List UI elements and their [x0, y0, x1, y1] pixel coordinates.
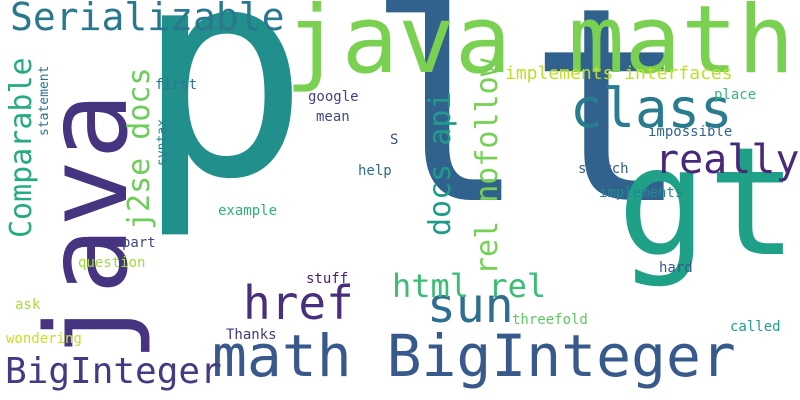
word-cloud-item: search	[578, 161, 629, 177]
word-cloud-item: hard	[659, 260, 693, 276]
word-cloud-item: class	[570, 77, 733, 140]
word-cloud-item: mean	[316, 109, 350, 125]
word-cloud-item: rel nofollow	[470, 58, 505, 275]
word-cloud-item: p	[135, 0, 310, 243]
word-cloud-item: implements	[599, 185, 684, 201]
word-cloud-item: j2se docs	[122, 67, 157, 230]
word-cloud-item: lt	[365, 0, 691, 264]
word-cloud-item: syntax	[155, 119, 170, 166]
word-cloud-item: Thanks	[226, 327, 277, 343]
word-cloud-item: google	[308, 89, 359, 105]
word-cloud-item: Comparable	[4, 57, 39, 238]
word-cloud-item: BigInteger	[5, 351, 222, 392]
word-cloud-item: docs api	[423, 91, 458, 237]
word-cloud-item: first	[155, 77, 198, 93]
word-cloud-item: S	[390, 132, 399, 148]
word-cloud-item: sun	[427, 278, 514, 334]
word-cloud-item: implements interfaces	[505, 63, 733, 84]
word-cloud-item: example	[218, 203, 278, 219]
word-cloud-item: wondering	[6, 331, 82, 347]
word-cloud-item: called	[730, 319, 781, 335]
word-cloud-item: html rel	[392, 267, 547, 305]
word-cloud-item: href	[243, 276, 354, 330]
word-cloud-item: gt	[617, 116, 798, 290]
word-cloud-item: help	[358, 163, 392, 179]
word-cloud-item: impossible	[648, 124, 733, 140]
word-cloud-item: question	[78, 255, 146, 271]
word-cloud-item: part	[122, 235, 156, 251]
word-cloud-item: java math	[285, 0, 795, 95]
word-cloud-item: really	[655, 137, 800, 183]
word-cloud-item: ask	[15, 297, 41, 313]
word-cloud-item: stuff	[306, 271, 349, 287]
word-cloud-item: threefold	[512, 312, 588, 328]
word-cloud-item: place	[714, 87, 757, 103]
word-cloud-item: Serializable	[10, 0, 285, 39]
word-cloud-item: math BigInteger	[212, 322, 736, 390]
word-cloud-item: statement	[37, 65, 52, 136]
